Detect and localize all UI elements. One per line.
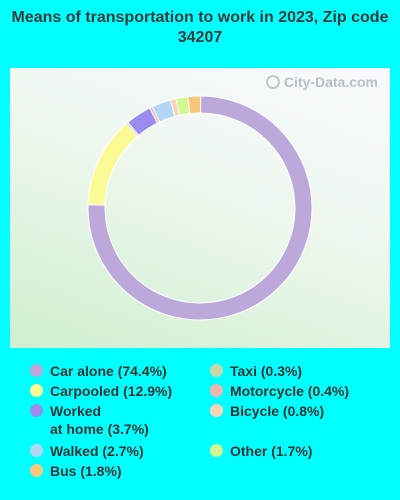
chart-title: Means of transportation to work in 2023,… xyxy=(11,9,389,46)
legend-swatch xyxy=(210,404,223,417)
legend-item-carpooled: Carpooled (12.9%) xyxy=(30,382,172,400)
legend-item-car-alone: Car alone (74.4%) xyxy=(30,362,167,380)
legend-swatch xyxy=(210,364,223,377)
legend-label: Carpooled (12.9%) xyxy=(50,383,173,399)
legend-label: Motorcycle (0.4%) xyxy=(230,383,350,399)
legend-item-motorcycle: Motorcycle (0.4%) xyxy=(210,382,349,400)
legend-item-worked-at-home: Worked at home (3.7%) xyxy=(30,402,149,438)
plot-area: City-Data.com xyxy=(10,68,390,348)
globe-icon xyxy=(265,75,280,89)
legend-label: Bicycle (0.8%) xyxy=(230,403,325,419)
legend: Car alone (74.4%) Taxi (0.3%) Carpooled (1… xyxy=(0,362,400,492)
legend-label: Walked (2.7%) xyxy=(50,443,144,459)
legend-swatch xyxy=(30,364,43,377)
legend-swatch xyxy=(30,404,43,417)
legend-swatch xyxy=(30,444,43,457)
slice-carpooled xyxy=(87,123,139,206)
legend-item-walked: Walked (2.7%) xyxy=(30,442,144,460)
legend-item-taxi: Taxi (0.3%) xyxy=(210,362,302,380)
legend-label: Bus (1.8%) xyxy=(50,463,122,479)
watermark: City-Data.com xyxy=(265,74,378,90)
legend-label: Other (1.7%) xyxy=(230,443,313,459)
legend-swatch xyxy=(210,444,223,457)
legend-swatch xyxy=(30,384,43,397)
donut-chart xyxy=(87,95,313,321)
legend-label: Taxi (0.3%) xyxy=(230,363,303,379)
legend-label: Worked at home (3.7%) xyxy=(50,403,149,437)
slice-bus xyxy=(187,95,202,115)
legend-label: Car alone (74.4%) xyxy=(50,363,167,379)
legend-swatch xyxy=(30,464,43,477)
legend-item-bus: Bus (1.8%) xyxy=(30,462,122,480)
legend-item-other: Other (1.7%) xyxy=(210,442,312,460)
watermark-text: City-Data.com xyxy=(283,74,378,90)
slice-car-alone xyxy=(87,95,313,321)
legend-swatch xyxy=(210,384,223,397)
legend-item-bicycle: Bicycle (0.8%) xyxy=(210,402,324,420)
